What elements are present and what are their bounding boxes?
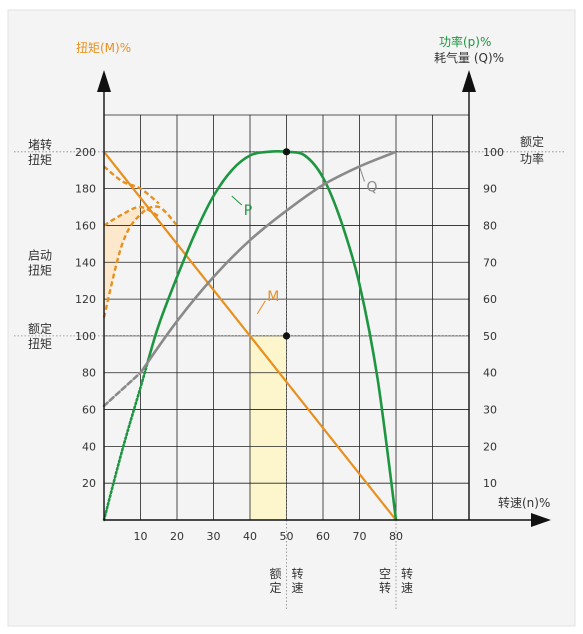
x-tick-label: 60 (316, 530, 330, 543)
marker-dot (282, 332, 291, 340)
series-p (146, 150, 398, 521)
y-left-tick-label: 40 (82, 440, 96, 453)
y-right-tick-label: 10 (483, 477, 497, 490)
x-axis-arrow (531, 513, 551, 527)
start-torque-area (104, 207, 159, 318)
x-tick-label: 20 (170, 530, 184, 543)
y-left-tick-label: 160 (75, 219, 96, 232)
y-left-tick-label: 60 (82, 404, 96, 417)
x-tick-label: 10 (134, 530, 148, 543)
x-annotation-char: 空 (379, 567, 391, 581)
x-tick-label: 50 (280, 530, 294, 543)
y-left-annotation: 扭矩 (28, 337, 52, 351)
series-label-p: P (244, 203, 252, 219)
series-label-leader (231, 195, 243, 206)
x-annotation-char: 速 (291, 581, 303, 595)
x-tick-label: 30 (207, 530, 221, 543)
rated-band-rect (250, 335, 287, 520)
y-right-tick-label: 90 (483, 183, 497, 196)
series-q (139, 150, 397, 374)
x-annotation-char: 转 (291, 566, 303, 581)
start-torque-fill (104, 207, 159, 318)
y-left-tick-label: 200 (75, 146, 96, 159)
y-left-tick-label: 140 (75, 256, 96, 269)
x-annotation-char: 定 (269, 580, 281, 595)
y-right-axis-title-air: 耗气量 (Q)% (434, 50, 504, 65)
series-label-leader (359, 166, 365, 182)
y-left-annotation: 额定 (28, 321, 52, 336)
y-right-tick-label: 40 (483, 367, 497, 380)
series-label-q: Q (367, 180, 378, 196)
series-m (103, 151, 397, 521)
x-annotation-char: 转 (379, 580, 391, 595)
axes (97, 70, 551, 527)
y-right-tick-label: 30 (483, 404, 497, 417)
series-start-torque-dashed (102, 205, 178, 318)
y-right-tick-label: 100 (483, 146, 504, 159)
x-tick-label: 80 (389, 530, 403, 543)
series-q-dotted (102, 371, 142, 408)
x-tick-label: 40 (243, 530, 257, 543)
x-annotation-char: 转 (401, 566, 413, 581)
y-left-axis-title: 扭矩(M)% (76, 41, 131, 55)
marker-dot (282, 148, 291, 156)
y-left-tick-label: 20 (82, 477, 96, 490)
y-right-annotation: 额定 (520, 134, 544, 149)
labels: M P Q 10 20 30 40 50 60 70 80 20 40 60 80 100 120 140 160 1… (28, 34, 550, 595)
y-left-annotation: 堵转 (28, 137, 52, 152)
y-left-axis-arrow (97, 70, 111, 92)
y-right-axis-arrow (462, 70, 476, 92)
y-right-tick-label: 50 (483, 330, 497, 343)
rated-region-highlight (250, 335, 287, 520)
series-label-leader (256, 300, 266, 315)
y-left-tick-label: 80 (82, 367, 96, 380)
x-annotation-char: 额 (269, 567, 281, 581)
series-lines (102, 148, 398, 522)
x-tick-label: 70 (353, 530, 367, 543)
y-left-tick-label: 100 (75, 330, 96, 343)
series-start-torque-dashed (103, 165, 160, 205)
y-left-tick-label: 180 (75, 183, 96, 196)
y-right-tick-label: 60 (483, 293, 497, 306)
y-right-annotation: 功率 (520, 151, 544, 166)
y-left-annotation: 启动 (28, 248, 52, 262)
x-axis-title: 转速(n)% (498, 495, 550, 510)
y-left-tick-label: 120 (75, 293, 96, 306)
y-right-tick-label: 70 (483, 256, 497, 269)
y-left-annotation: 扭矩 (28, 263, 52, 277)
y-left-annotation: 扭矩 (28, 153, 52, 167)
series-start-torque-dashed (103, 205, 160, 227)
y-right-tick-label: 80 (483, 219, 497, 232)
y-right-axis-title-power: 功率(p)% (439, 34, 491, 49)
series-p-dotted (102, 360, 150, 522)
series-label-m: M (267, 289, 279, 305)
x-annotation-char: 速 (401, 581, 413, 595)
y-right-tick-label: 20 (483, 440, 497, 453)
